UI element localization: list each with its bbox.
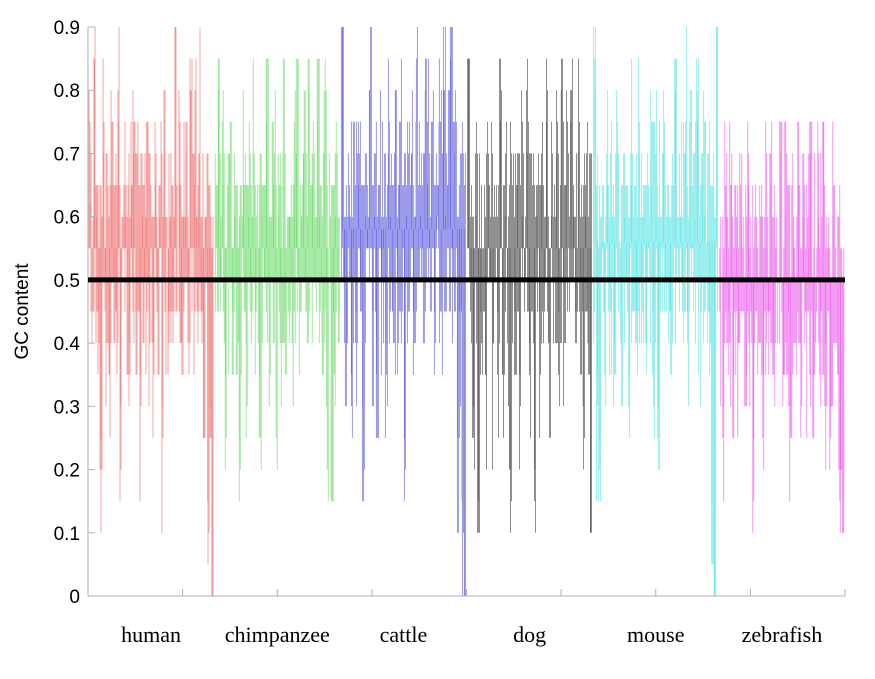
y-tick-label: 0.9 [54, 18, 80, 39]
category-label-mouse: mouse [627, 622, 684, 647]
series-human-signal [88, 27, 214, 596]
category-label-dog: dog [513, 622, 546, 647]
series-mouse-signal [593, 27, 719, 596]
series-layer [88, 27, 845, 596]
labels-layer: human chimpanzee cattle dog mouse zebrafish 0 0… [54, 18, 823, 647]
category-label-chimpanzee: chimpanzee [225, 622, 330, 647]
series-dog [467, 58, 592, 533]
series-chimpanzee-signal [214, 58, 340, 502]
category-label-human: human [121, 622, 181, 647]
series-cattle-signal [340, 27, 466, 596]
y-tick-label: 0.3 [54, 397, 80, 418]
category-label-zebrafish: zebrafish [742, 622, 823, 647]
axes [87, 26, 846, 597]
category-label-cattle: cattle [380, 622, 428, 647]
series-mouse [593, 27, 719, 596]
y-tick-label: 0.6 [54, 208, 80, 229]
series-zebrafish [719, 121, 845, 533]
y-tick-label: 0.8 [54, 81, 80, 102]
y-tick-label: 0.7 [54, 144, 80, 165]
y-tick-label: 0 [69, 587, 80, 608]
y-tick-label: 0.1 [54, 524, 80, 545]
y-tick-label: 0.5 [54, 271, 80, 292]
y-tick-label: 0.2 [54, 461, 80, 482]
series-cattle [340, 27, 466, 596]
y-tick-label: 0.4 [54, 334, 81, 355]
series-human [88, 27, 214, 596]
y-axis-title: GC content [12, 263, 33, 360]
